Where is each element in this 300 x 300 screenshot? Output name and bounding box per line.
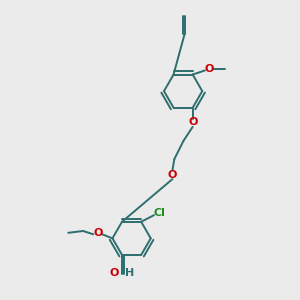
Text: Cl: Cl	[154, 208, 166, 218]
Text: O: O	[168, 170, 177, 180]
Text: O: O	[93, 228, 102, 238]
Text: O: O	[205, 64, 214, 74]
Text: H: H	[125, 268, 135, 278]
Text: O: O	[109, 268, 119, 278]
Text: O: O	[188, 117, 197, 128]
